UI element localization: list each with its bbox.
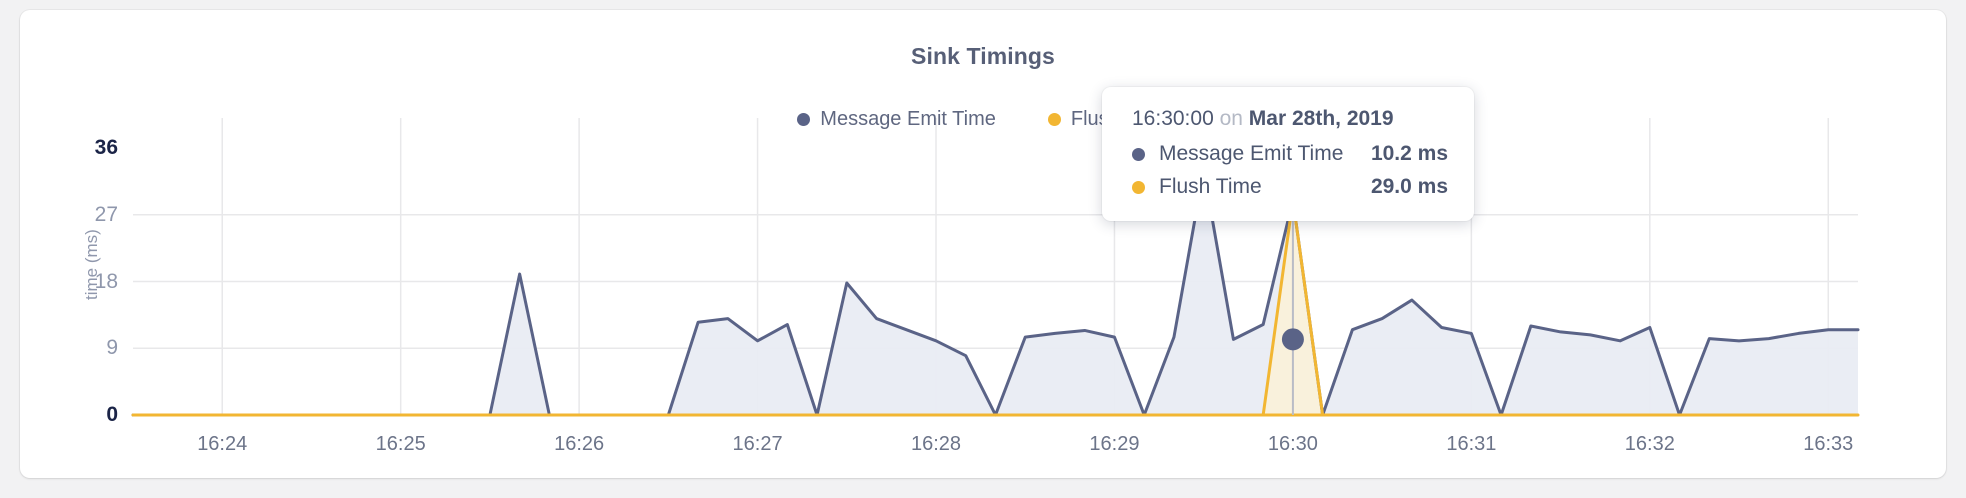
legend-item[interactable]: Message Emit Time	[797, 108, 996, 131]
hover-marker-message-emit-time	[1281, 328, 1304, 351]
x-axis-tick: 16:27	[732, 433, 783, 455]
series-dot-icon	[1132, 180, 1145, 194]
x-axis-tick: 16:31	[1446, 433, 1497, 455]
plot-svg	[131, 88, 1860, 417]
tooltip-series-name: Flush Time	[1159, 175, 1262, 198]
page-title: Sink Timings	[911, 43, 1055, 69]
chart-card: Sink Timings Message Emit Time Flush Time…	[20, 10, 1946, 478]
dot-icon	[1047, 113, 1061, 126]
y-axis-tick: 9	[106, 336, 118, 360]
y-axis-tick: 36	[94, 136, 118, 159]
dot-icon	[797, 113, 811, 126]
series-area-message-emit-time	[133, 170, 1858, 415]
tooltip-time: 16:30:00	[1132, 107, 1214, 130]
tooltip-on-word: on	[1219, 107, 1243, 130]
series-dot-icon	[1132, 147, 1145, 161]
x-axis-tick: 16:25	[375, 433, 426, 455]
x-axis-tick: 16:29	[1089, 433, 1140, 455]
y-axis-tick: 18	[94, 269, 118, 293]
tooltip-rows: Message Emit Time 10.2 ms Flush Time 29.0 m…	[1132, 142, 1448, 199]
plot-area[interactable]: time (ms) 36 27 18 9 0 16:24 16:25 16:26 16:27 16…	[20, 10, 1946, 478]
y-axis-tick: 0	[106, 403, 118, 426]
x-axis-tick: 16:24	[197, 433, 248, 455]
tooltip-series-name: Message Emit Time	[1159, 142, 1344, 165]
x-axis-tick: 16:26	[554, 433, 605, 455]
legend-item-label: Message Emit Time	[820, 108, 996, 130]
y-axis-tick: 27	[94, 202, 118, 226]
tooltip-series-value: 29.0 ms	[1370, 175, 1448, 198]
tooltip-row: Message Emit Time 10.2 ms	[1132, 142, 1448, 166]
tooltip-date: Mar 28th, 2019	[1248, 107, 1394, 130]
x-axis-tick: 16:33	[1803, 433, 1854, 455]
chart-tooltip: 16:30:00 on Mar 28th, 2019 Message Emit …	[1102, 87, 1474, 221]
x-axis-tick: 16:28	[910, 433, 962, 455]
x-axis-tick: 16:30	[1267, 433, 1318, 455]
tooltip-row: Flush Time 29.0 ms	[1132, 175, 1448, 199]
tooltip-header: 16:30:00 on Mar 28th, 2019	[1132, 107, 1448, 131]
x-axis-tick: 16:32	[1624, 433, 1675, 455]
tooltip-series-value: 10.2 ms	[1370, 142, 1448, 165]
